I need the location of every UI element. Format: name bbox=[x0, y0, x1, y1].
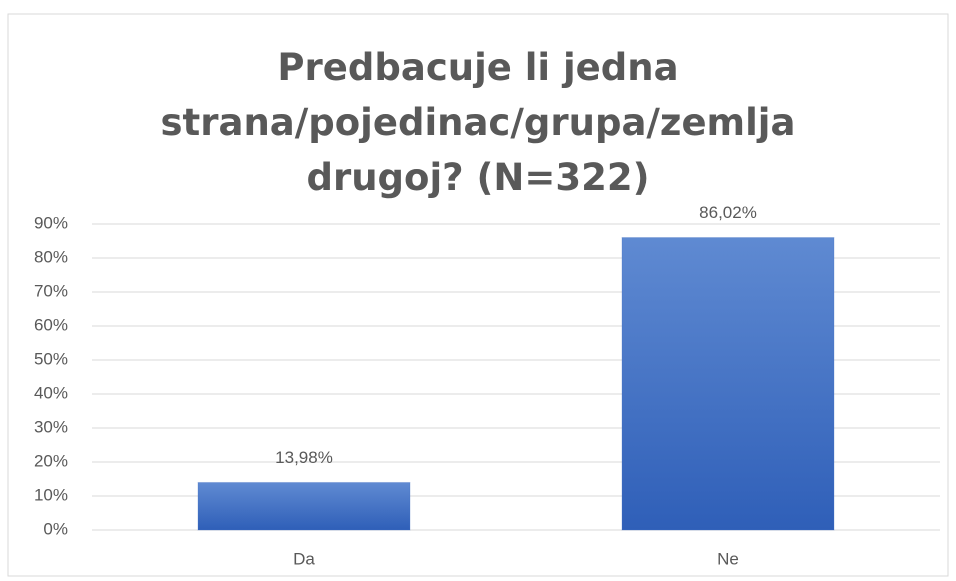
y-tick-label: 60% bbox=[34, 315, 68, 334]
y-tick-label: 50% bbox=[34, 349, 68, 368]
data-label: 13,98% bbox=[275, 448, 333, 467]
y-tick-label: 20% bbox=[34, 451, 68, 470]
chart-title: Predbacuje li jedna strana/pojedinac/gru… bbox=[160, 46, 796, 199]
x-tick-label: Da bbox=[293, 549, 315, 568]
y-tick-label: 10% bbox=[34, 485, 68, 504]
y-tick-label: 70% bbox=[34, 281, 68, 300]
y-tick-label: 80% bbox=[34, 247, 68, 266]
data-label: 86,02% bbox=[699, 203, 757, 222]
y-tick-label: 40% bbox=[34, 383, 68, 402]
y-tick-label: 0% bbox=[43, 519, 68, 538]
bar bbox=[621, 237, 835, 531]
bar bbox=[197, 481, 411, 531]
x-tick-label: Ne bbox=[717, 549, 739, 568]
y-tick-label: 90% bbox=[34, 213, 68, 232]
y-tick-label: 30% bbox=[34, 417, 68, 436]
